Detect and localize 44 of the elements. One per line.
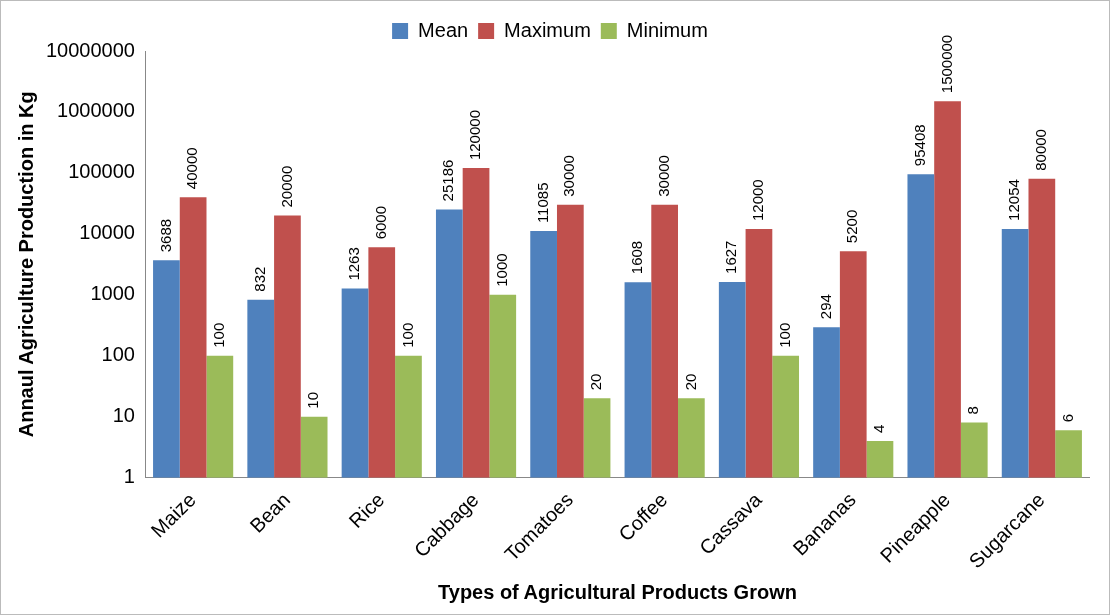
- data-label: 1500000: [937, 34, 955, 94]
- data-label: 1627: [722, 240, 740, 274]
- legend-label: Mean: [418, 18, 469, 41]
- data-label: 1608: [628, 240, 646, 275]
- y-tick-label: 100: [101, 343, 135, 366]
- data-label: 294: [816, 294, 834, 320]
- data-label: 40000: [183, 147, 201, 190]
- data-label: 20000: [277, 165, 295, 208]
- y-tick-label: 10: [112, 404, 135, 427]
- legend-label: Maximum: [504, 18, 591, 41]
- y-tick-label: 1: [123, 465, 135, 488]
- data-label: 30000: [560, 155, 578, 197]
- legend-label: Minimum: [626, 18, 708, 41]
- y-tick-label: 100000: [68, 160, 135, 183]
- y-tick-label: 1000: [90, 282, 135, 305]
- data-label: 12000: [749, 179, 767, 222]
- data-label: 8: [964, 406, 982, 415]
- data-label: 6000: [371, 205, 389, 240]
- data-label: 25186: [439, 159, 457, 202]
- data-label: 10: [304, 391, 322, 409]
- data-label: 95408: [910, 124, 928, 167]
- y-tick-label: 10000: [79, 221, 135, 244]
- data-label: 80000: [1031, 129, 1049, 171]
- data-label: 100: [398, 322, 416, 348]
- x-axis-title: Types of Agricultural Products Grown: [438, 580, 797, 603]
- data-label: 30000: [654, 155, 672, 197]
- y-axis-title: Annaul Agriculture Production in Kg: [14, 91, 37, 438]
- y-tick-label: 10000000: [46, 38, 135, 61]
- data-label: 3688: [156, 218, 174, 253]
- data-label: 1000: [492, 253, 510, 287]
- data-label: 120000: [466, 110, 484, 161]
- data-label: 11085: [533, 182, 551, 224]
- data-label: 20: [681, 373, 699, 391]
- data-label: 1263: [345, 247, 363, 281]
- data-label: 12054: [1005, 179, 1023, 221]
- data-label: 20: [587, 373, 605, 391]
- data-label: 6: [1058, 413, 1076, 423]
- data-label: 5200: [843, 209, 861, 244]
- data-label: 832: [250, 266, 268, 292]
- x-tick-label: Rice: [344, 488, 389, 533]
- data-label: 4: [870, 424, 888, 433]
- data-label: 100: [209, 322, 227, 348]
- y-tick-label: 1000000: [57, 99, 135, 122]
- data-label: 100: [775, 322, 793, 348]
